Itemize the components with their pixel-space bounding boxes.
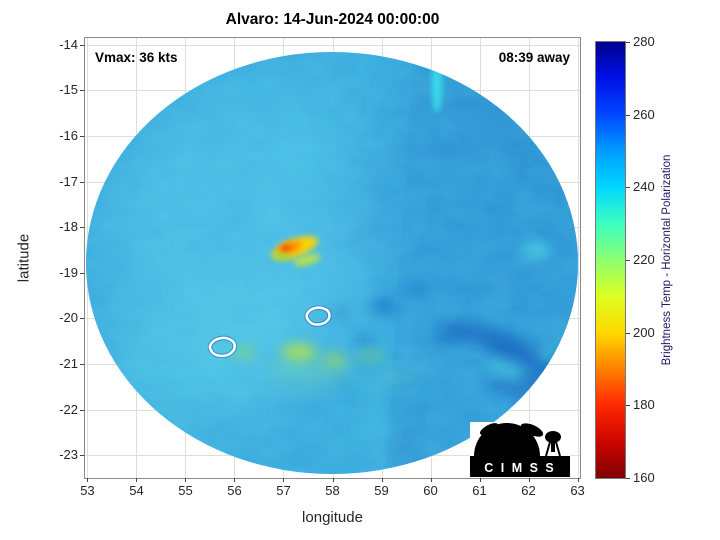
y-tick-mark bbox=[80, 318, 84, 320]
x-tick-label: 53 bbox=[80, 483, 95, 498]
x-tick-mark bbox=[528, 478, 530, 482]
colorbar-tick-label: 160 bbox=[633, 470, 655, 485]
y-tick-mark bbox=[80, 364, 84, 365]
y-tick-label: -15 bbox=[59, 82, 78, 98]
colorbar-tick-label: 260 bbox=[633, 106, 655, 122]
x-tick-label: 62 bbox=[521, 483, 536, 498]
plot-area: C I M S S Vmax: 36 kts 08:39 away bbox=[84, 37, 581, 479]
colorbar-tick-mark bbox=[626, 114, 630, 116]
y-tick-mark bbox=[80, 44, 84, 46]
noise-texture-blue bbox=[86, 52, 578, 474]
x-tick-label: 60 bbox=[423, 483, 438, 498]
plot-title: Alvaro: 14-Jun-2024 00:00:00 bbox=[225, 11, 440, 28]
colorbar-tick-label: 180 bbox=[633, 397, 655, 413]
y-tick-mark bbox=[80, 227, 84, 229]
y-tick-label: -20 bbox=[59, 310, 78, 326]
y-tick-mark bbox=[80, 409, 84, 411]
y-tick-mark bbox=[80, 181, 84, 183]
x-tick-mark bbox=[332, 478, 334, 482]
y-tick-mark bbox=[80, 136, 84, 138]
colorbar-tick-label: 200 bbox=[633, 324, 655, 340]
colorbar-tick-mark bbox=[626, 42, 630, 43]
cimss-logo-text: C I M S S bbox=[484, 461, 555, 475]
satellite-dish-icon bbox=[479, 423, 499, 435]
x-tick-mark bbox=[87, 478, 89, 482]
gridline-x bbox=[577, 38, 579, 478]
contour-center-fix bbox=[305, 306, 331, 326]
y-tick-label: -23 bbox=[59, 447, 78, 463]
x-tick-label: 57 bbox=[276, 483, 291, 498]
satellite-dish-icon bbox=[520, 423, 544, 437]
cimss-logo: C I M S S bbox=[470, 422, 570, 477]
colorbar-tick-mark bbox=[626, 332, 630, 334]
x-tick-label: 59 bbox=[374, 483, 389, 498]
y-tick-label: -16 bbox=[59, 128, 78, 144]
colorbar-label: Brightness Temp - Horizontal Polarizatio… bbox=[661, 154, 673, 366]
satellite-disk bbox=[86, 52, 578, 474]
y-tick-label: -19 bbox=[59, 264, 78, 280]
x-tick-label: 58 bbox=[325, 483, 340, 498]
vmax-annotation: Vmax: 36 kts bbox=[95, 50, 178, 65]
y-axis-label: latitude bbox=[15, 233, 33, 283]
colorbar-tick-mark bbox=[626, 187, 630, 189]
colorbar-tick-label: 240 bbox=[633, 179, 655, 195]
y-tick-label: -18 bbox=[59, 219, 78, 235]
x-tick-label: 54 bbox=[129, 483, 144, 498]
satellite-image: C I M S S bbox=[86, 52, 578, 477]
water-tower-icon bbox=[545, 431, 561, 443]
x-tick-mark bbox=[234, 478, 236, 482]
cyan-sliver bbox=[432, 53, 442, 113]
y-tick-label: -22 bbox=[59, 401, 78, 417]
contour-secondary bbox=[208, 336, 237, 358]
y-tick-mark bbox=[80, 455, 84, 457]
x-tick-label: 61 bbox=[472, 483, 487, 498]
x-tick-label: 55 bbox=[178, 483, 193, 498]
y-tick-mark bbox=[80, 272, 84, 274]
x-tick-label: 63 bbox=[570, 483, 585, 498]
x-tick-mark bbox=[479, 478, 481, 482]
y-tick-mark bbox=[80, 90, 84, 92]
colorbar-tick-mark bbox=[626, 405, 630, 407]
countdown-annotation: 08:39 away bbox=[498, 50, 570, 65]
x-tick-mark bbox=[136, 478, 138, 482]
x-tick-mark bbox=[381, 478, 383, 482]
y-tick-label: -17 bbox=[59, 173, 78, 189]
colorbar-tick-mark bbox=[626, 260, 630, 261]
x-tick-mark bbox=[185, 478, 187, 482]
colorbar-tick-label: 220 bbox=[633, 252, 655, 267]
colorbar bbox=[595, 41, 626, 479]
colorbar-tick-label: 280 bbox=[633, 34, 655, 49]
x-axis-label: longitude bbox=[302, 509, 363, 526]
x-tick-mark bbox=[577, 478, 579, 482]
gridline-y bbox=[85, 44, 580, 46]
y-tick-label: -21 bbox=[59, 356, 78, 371]
x-tick-mark bbox=[430, 478, 432, 482]
x-tick-label: 56 bbox=[227, 483, 242, 498]
x-tick-mark bbox=[283, 478, 285, 482]
y-tick-label: -14 bbox=[59, 36, 78, 52]
colorbar-tick-mark bbox=[626, 478, 630, 479]
